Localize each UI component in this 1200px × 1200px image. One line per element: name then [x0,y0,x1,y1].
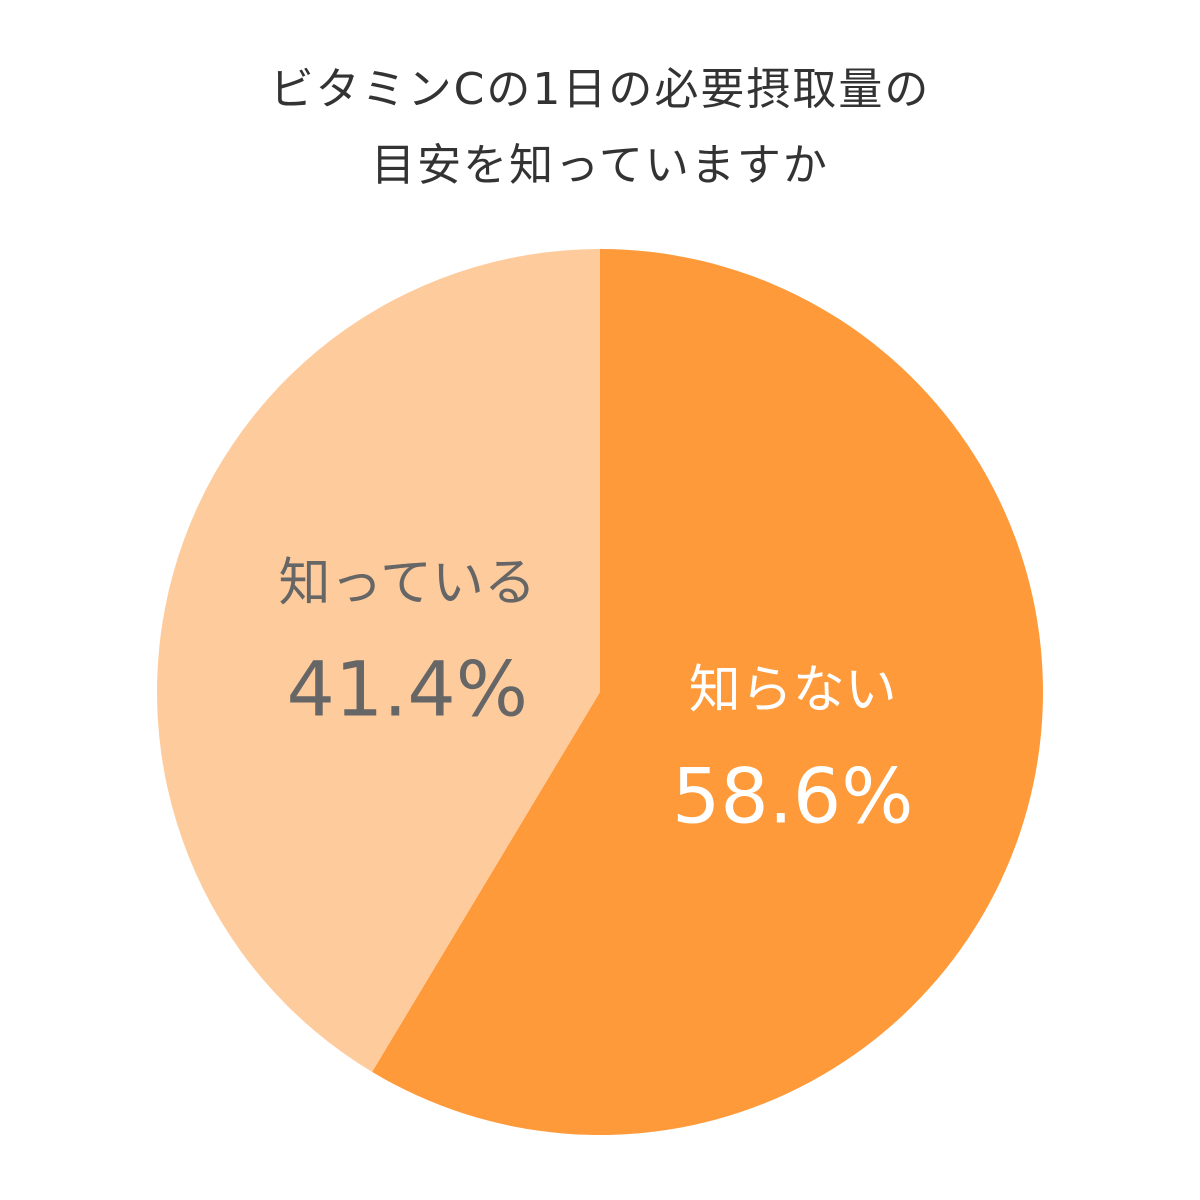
chart-title: 目安を知っていますか [371,140,829,191]
slice-category-label: 知っている [279,554,536,614]
chart-title: ビタミンCの1日の必要摂取量の [270,64,931,115]
slice-value-label: 41.4% [287,645,528,734]
slice-value-label: 58.6% [672,751,913,840]
pie-slice [372,249,1044,1136]
pie-slice [157,249,600,1072]
slice-category-label: 知らない [689,660,897,720]
